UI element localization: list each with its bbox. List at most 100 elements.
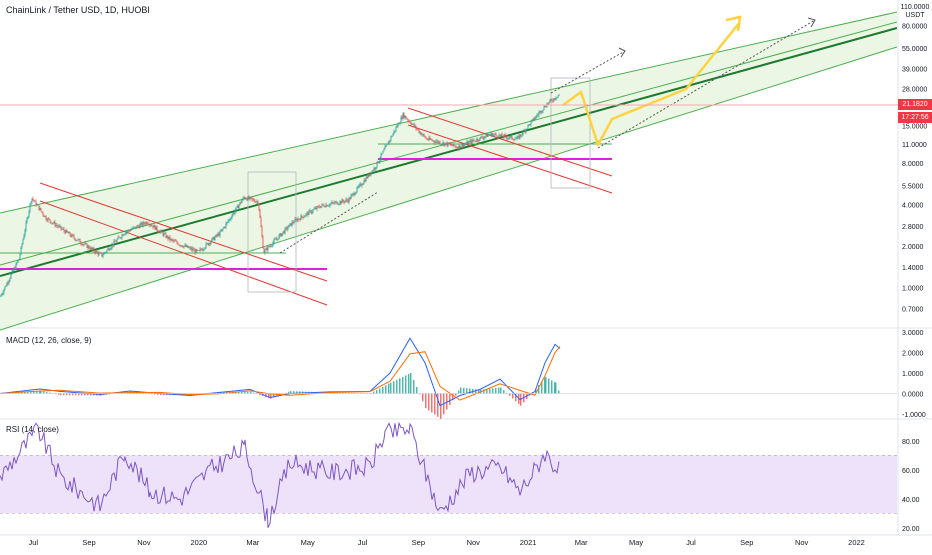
macd-label: MACD (12, 26, close, 9) [6,336,91,345]
candle-body [445,143,446,145]
candle-body [409,121,410,122]
candle-body [122,235,123,238]
candle-body [237,206,238,208]
candle-body [438,141,439,143]
macd-histogram-bar [416,387,418,394]
macd-histogram-bar [463,388,465,394]
candle-body [31,202,32,204]
candle-body [145,224,146,225]
candle-body [34,200,35,201]
candle-body [130,230,131,231]
candle-body [166,234,167,238]
candle-body [297,219,298,221]
candle-body [47,220,48,221]
candle-body [450,144,451,145]
candle-body [536,116,537,118]
candle-body [365,180,366,181]
candle-body [218,234,219,236]
candle-body [68,232,69,233]
candle-body [412,124,413,125]
candle-body [70,232,71,235]
candle-body [225,227,226,228]
candle-body [167,236,168,238]
macd-histogram-bar [408,374,410,394]
candle-body [49,218,50,219]
candle-body [103,255,104,256]
candle-body [527,129,528,130]
candle-body [405,116,406,118]
candle-body [141,223,142,225]
candle-body [447,143,448,146]
candle-body [186,245,187,247]
candle-body [192,249,193,250]
candle-body [517,137,518,138]
candle-body [470,141,471,142]
candle-body [38,205,39,206]
candle-body [391,136,392,140]
candle-body [193,249,194,251]
candle-body [296,219,297,220]
candle-body [40,208,41,210]
candle-body [117,239,118,241]
candle-body [325,207,326,208]
candle-body [491,133,492,135]
candle-body [179,245,180,246]
candle-body [363,184,364,185]
candle-body [555,98,556,99]
candle-body [209,243,210,245]
candle-body [337,202,338,205]
candle-body [340,201,341,204]
candle-body [544,106,545,110]
candle-body [479,141,480,142]
candle-body [481,137,482,138]
price-tick-label: 1.4000 [902,265,924,272]
candle-body [448,143,449,146]
candle-body [372,171,373,174]
candle-body [292,222,293,226]
candle-body [245,197,246,199]
candle-body [426,138,427,139]
macd-histogram-bar [425,393,427,408]
candle-body [184,246,185,247]
candle-body [318,206,319,207]
candle-body [369,174,370,176]
candle-body [377,162,378,168]
candle-body [453,144,454,146]
candle-body [338,204,339,205]
candle-body [403,113,404,119]
candle-body [53,223,54,224]
candle-body [98,252,99,255]
candle-body [231,218,232,219]
candle-body [317,206,318,209]
candle-body [144,222,145,224]
candle-body [73,235,74,236]
candle-body [142,223,143,226]
macd-histogram-bar [399,378,401,393]
candle-body [331,203,332,204]
candle-body [454,144,455,146]
candle-body [157,226,158,230]
candle-body [548,104,549,105]
candle-body [120,237,121,238]
candle-body [153,226,154,228]
candle-body [364,180,365,183]
candle-body [526,129,527,132]
candle-body [455,146,456,147]
macd-histogram-bar [498,388,500,394]
candle-body [278,239,279,240]
candle-body [529,124,530,125]
candle-body [440,142,441,144]
candle-body [226,223,227,227]
candle-body [270,246,271,247]
candle-body [155,225,156,229]
candle-body [282,233,283,236]
candle-body [181,245,182,246]
candle-body [508,138,509,139]
time-tick-label: Sep [740,538,753,547]
macd-histogram-bar [422,393,424,401]
candle-body [71,235,72,236]
candle-body [195,250,196,253]
candle-body [262,227,263,236]
candle-body [207,243,208,244]
